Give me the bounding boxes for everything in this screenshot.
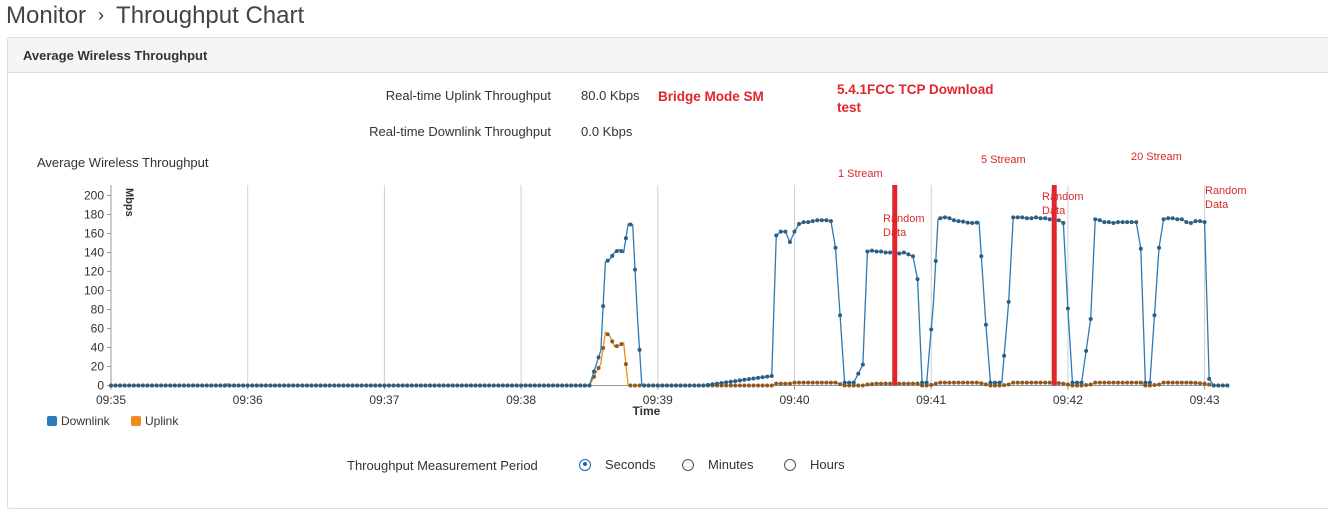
legend-uplink[interactable]: Uplink <box>131 414 178 428</box>
chart-title: Average Wireless Throughput <box>37 155 209 170</box>
annotation-random-data-1: Random Data <box>883 212 925 240</box>
breadcrumb-separator-icon: › <box>98 5 105 25</box>
page-title: Throughput Chart <box>116 2 305 29</box>
uplink-throughput-value: 80.0 Kbps <box>581 88 640 103</box>
period-label: Throughput Measurement Period <box>347 458 538 473</box>
breadcrumb-root[interactable]: Monitor <box>6 2 87 29</box>
annotation-random-data-2-line2: Data <box>1042 205 1066 217</box>
annotation-random-data-1-line1: Random <box>883 213 925 225</box>
period-hours-label: Hours <box>810 457 845 472</box>
test-note: 5.4.1FCC TCP Download test <box>837 81 994 117</box>
radio-selected-icon[interactable] <box>579 458 591 471</box>
legend-downlink-swatch <box>47 416 57 426</box>
annotation-random-data-2: Random Data <box>1042 190 1084 218</box>
breadcrumb: Monitor › Throughput Chart <box>6 2 304 30</box>
period-hours-radio[interactable]: Hours <box>784 457 845 472</box>
annotation-5-stream: 5 Stream <box>981 154 1026 166</box>
legend-uplink-swatch <box>131 416 141 426</box>
period-minutes-label: Minutes <box>708 457 754 472</box>
annotation-random-data-3-line1: Random <box>1205 185 1247 197</box>
downlink-throughput-value: 0.0 Kbps <box>581 124 633 139</box>
panel-title: Average Wireless Throughput <box>23 48 208 63</box>
panel-header <box>8 38 1328 73</box>
annotation-random-data-3: Random Data <box>1205 184 1247 212</box>
period-seconds-radio[interactable]: Seconds <box>579 457 656 472</box>
period-seconds-label: Seconds <box>605 457 656 472</box>
annotation-random-data-1-line2: Data <box>883 227 907 239</box>
test-note-line2: test <box>837 100 862 115</box>
legend-downlink[interactable]: Downlink <box>47 414 110 428</box>
annotation-20-stream: 20 Stream <box>1131 151 1182 163</box>
legend-uplink-label: Uplink <box>145 414 179 428</box>
annotation-random-data-3-line2: Data <box>1205 199 1229 211</box>
annotation-random-data-2-line1: Random <box>1042 191 1084 203</box>
test-note-line1: 5.4.1FCC TCP Download <box>837 82 994 97</box>
bridge-mode-note: Bridge Mode SM <box>658 89 764 104</box>
radio-unselected-icon[interactable] <box>682 458 694 471</box>
downlink-throughput-label: Real-time Downlink Throughput <box>369 124 551 139</box>
throughput-panel: Average Wireless Throughput <box>7 37 1328 509</box>
radio-unselected-icon[interactable] <box>784 458 796 471</box>
annotation-1-stream: 1 Stream <box>838 168 883 180</box>
legend-downlink-label: Downlink <box>61 414 110 428</box>
period-minutes-radio[interactable]: Minutes <box>682 457 754 472</box>
uplink-throughput-label: Real-time Uplink Throughput <box>385 88 551 103</box>
